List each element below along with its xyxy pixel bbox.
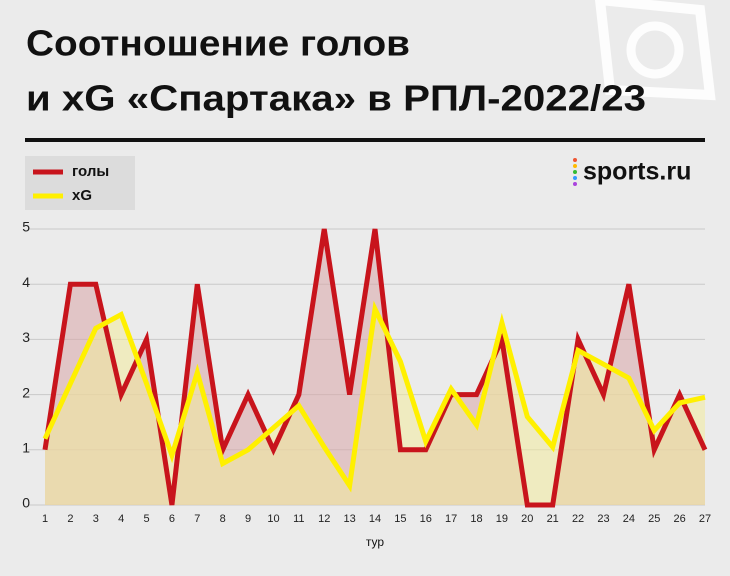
x-tick-label: 26 bbox=[673, 513, 685, 525]
legend-box bbox=[25, 156, 135, 210]
x-tick-label: 9 bbox=[245, 513, 251, 525]
x-tick-label: 7 bbox=[194, 513, 200, 525]
x-axis-label: тур bbox=[366, 535, 384, 549]
x-tick-label: 27 bbox=[699, 513, 711, 525]
x-tick-label: 20 bbox=[521, 513, 533, 525]
x-tick-label: 17 bbox=[445, 513, 457, 525]
x-tick-label: 2 bbox=[67, 513, 73, 525]
x-tick-label: 18 bbox=[470, 513, 482, 525]
y-tick-label: 2 bbox=[22, 384, 30, 400]
x-tick-label: 4 bbox=[118, 513, 124, 525]
title-line: и xG «Спартака» в РПЛ-2022/23 bbox=[26, 78, 646, 119]
x-tick-label: 23 bbox=[597, 513, 609, 525]
x-tick-label: 24 bbox=[623, 513, 635, 525]
legend-label: голы bbox=[72, 163, 109, 180]
x-tick-label: 5 bbox=[143, 513, 149, 525]
x-tick-label: 1 bbox=[42, 513, 48, 525]
x-tick-label: 19 bbox=[496, 513, 508, 525]
x-tick-label: 15 bbox=[394, 513, 406, 525]
line bbox=[42, 228, 708, 508]
y-tick-label: 5 bbox=[22, 219, 30, 235]
y-tick-label: 3 bbox=[22, 329, 30, 345]
x-tick-label: 11 bbox=[293, 513, 304, 525]
source-logo: sports.ru bbox=[573, 158, 691, 186]
x-tick-label: 21 bbox=[547, 513, 559, 525]
title-line: Соотношение голов bbox=[26, 23, 410, 64]
y-tick-label: 4 bbox=[22, 274, 30, 290]
x-tick-label: 12 bbox=[318, 513, 330, 525]
x-tick-label: 8 bbox=[220, 513, 226, 525]
legend-label: xG bbox=[72, 187, 92, 204]
title-rule bbox=[25, 138, 705, 142]
club-logo bbox=[594, 0, 716, 101]
x-tick-label: 16 bbox=[420, 513, 432, 525]
x-tick-label: 6 bbox=[169, 513, 175, 525]
x-tick-label: 10 bbox=[267, 513, 279, 525]
y-tick-label: 0 bbox=[22, 495, 30, 511]
source: sports.ru bbox=[583, 158, 691, 186]
x-tick-label: 13 bbox=[343, 513, 355, 525]
y-tick-label: 1 bbox=[22, 440, 30, 456]
line bbox=[42, 300, 706, 493]
x-tick-label: 3 bbox=[93, 513, 99, 525]
x-tick-label: 14 bbox=[369, 513, 381, 525]
x-tick-label: 22 bbox=[572, 513, 584, 525]
x-tick-label: 25 bbox=[648, 513, 660, 525]
area bbox=[45, 309, 705, 505]
